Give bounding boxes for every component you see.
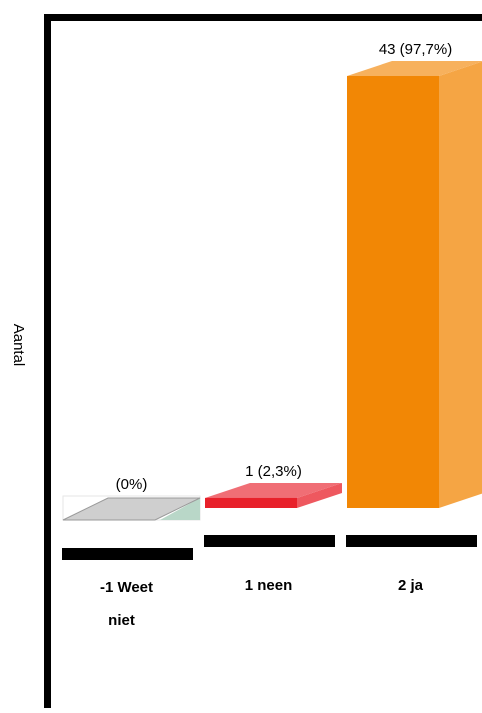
- bar-top-3: [347, 61, 482, 76]
- data-label-3: 43 (97,7%): [379, 41, 452, 58]
- y-axis-label: Aantal: [10, 324, 27, 367]
- x-axis-segment-1: [62, 548, 193, 560]
- bar-side-1: [160, 498, 200, 520]
- chart-top-border: [44, 14, 482, 21]
- category-label-2: 1 neen: [245, 577, 293, 594]
- bar-1: [62, 495, 201, 521]
- bar-top-2: [205, 482, 342, 498]
- bars-group: [62, 61, 482, 560]
- bar-side-3: [439, 61, 482, 508]
- bar-front-2: [205, 497, 297, 508]
- data-label-2: 1 (2,3%): [245, 463, 302, 480]
- x-axis-segment-2: [204, 535, 335, 547]
- data-label-1: (0%): [116, 476, 148, 493]
- bar-2: [205, 482, 342, 508]
- bar-front-1: [62, 497, 201, 521]
- category-label-3: 2 ja: [398, 577, 424, 594]
- x-axis-segment-3: [346, 535, 477, 547]
- category-label-1: -1 Weet niet: [100, 579, 153, 629]
- bar-side-2: [297, 482, 342, 508]
- bar-front-3: [347, 76, 439, 508]
- bar-3: [347, 61, 482, 508]
- labels-group: (0%) -1 Weet niet 1 (2,3%) 1 neen 43 (97,7%) 2…: [100, 41, 452, 629]
- y-axis-line: [44, 14, 51, 708]
